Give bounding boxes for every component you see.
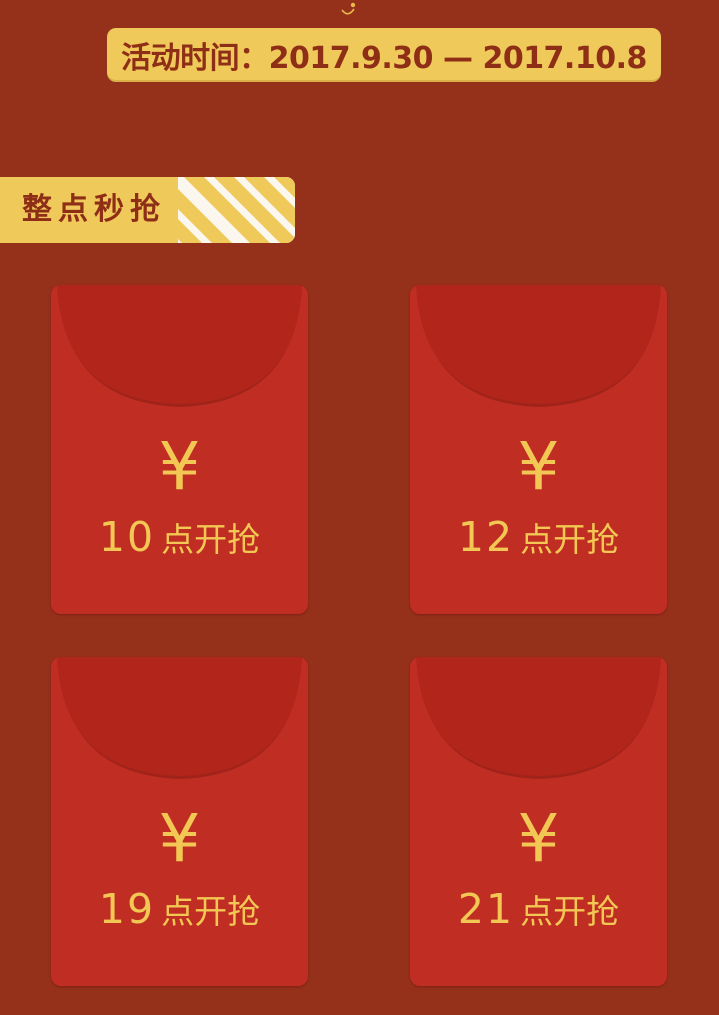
- envelope-suffix: 点开抢: [161, 520, 261, 559]
- envelope-hour: 21: [457, 885, 515, 933]
- red-envelope-19[interactable]: ¥ 19 点开抢: [51, 657, 308, 986]
- yuan-icon: ¥: [517, 800, 560, 877]
- yuan-icon: ¥: [158, 800, 201, 877]
- envelope-suffix: 点开抢: [520, 892, 620, 931]
- activity-date-text: 活动时间：2017.9.30 — 2017.10.8: [121, 41, 647, 76]
- red-envelope-21[interactable]: ¥ 21 点开抢: [410, 657, 667, 986]
- envelope-flap: [57, 657, 302, 779]
- envelope-flap: [416, 285, 661, 407]
- envelope-label: 12 点开抢: [410, 513, 667, 561]
- envelope-flap: [416, 657, 661, 779]
- section-title: 整点秒抢: [22, 192, 166, 227]
- envelope-label: 19 点开抢: [51, 885, 308, 933]
- red-envelope-12[interactable]: ¥ 12 点开抢: [410, 285, 667, 614]
- envelope-flap: [57, 285, 302, 407]
- red-envelope-10[interactable]: ¥ 10 点开抢: [51, 285, 308, 614]
- yuan-icon: ¥: [158, 428, 201, 505]
- envelope-suffix: 点开抢: [161, 892, 261, 931]
- envelope-label: 21 点开抢: [410, 885, 667, 933]
- stripes-decoration: [178, 177, 295, 243]
- envelope-hour: 12: [457, 513, 515, 561]
- ornament-icon: [341, 2, 356, 15]
- section-tag: 整点秒抢: [0, 177, 295, 243]
- envelope-hour: 19: [98, 885, 156, 933]
- activity-date-banner: 活动时间：2017.9.30 — 2017.10.8: [107, 28, 661, 82]
- envelope-suffix: 点开抢: [520, 520, 620, 559]
- envelope-hour: 10: [98, 513, 156, 561]
- envelope-label: 10 点开抢: [51, 513, 308, 561]
- yuan-icon: ¥: [517, 428, 560, 505]
